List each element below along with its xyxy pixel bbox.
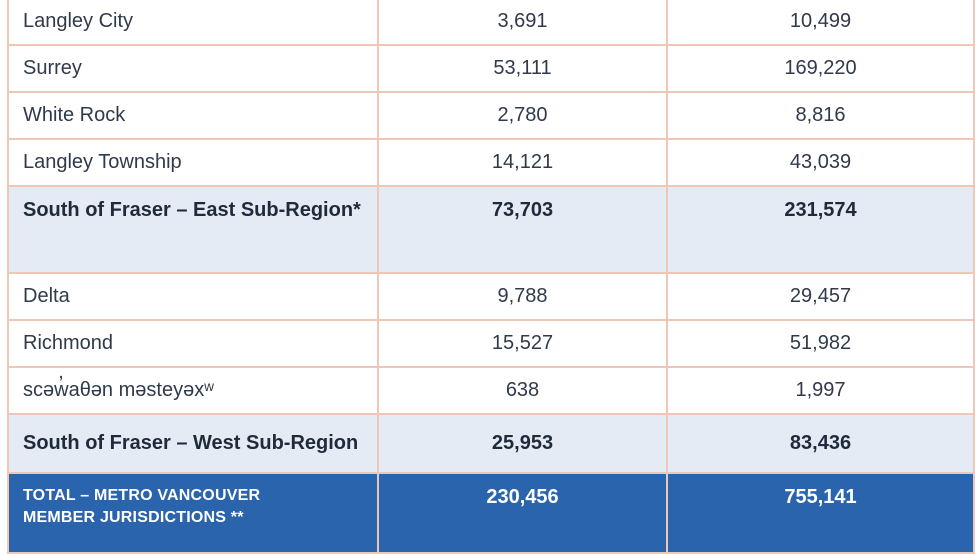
total-label-line2: MEMBER JURISDICTIONS ** (23, 509, 244, 526)
jurisdiction-name: Langley City (7, 0, 379, 46)
total-label-line1: TOTAL – METRO VANCOUVER (23, 487, 261, 504)
value-cell: 51,982 (666, 319, 975, 368)
value-cell: 10,499 (666, 0, 975, 46)
subtotal-row: South of Fraser – East Sub-Region* 73,70… (7, 185, 975, 274)
total-label: TOTAL – METRO VANCOUVER MEMBER JURISDICT… (7, 472, 379, 554)
subtotal-cell: 73,703 (377, 185, 668, 274)
total-cell: 755,141 (666, 472, 975, 554)
value-cell: 3,691 (377, 0, 668, 46)
jurisdiction-name: Delta (7, 272, 379, 321)
subregion-name: South of Fraser – West Sub-Region (7, 413, 379, 474)
value-cell: 43,039 (666, 138, 975, 187)
jurisdiction-name: White Rock (7, 91, 379, 140)
jurisdiction-name: Langley Township (7, 138, 379, 187)
table-row: scəw̓aθən məsteyəxʷ 638 1,997 (7, 366, 975, 415)
value-cell: 53,111 (377, 44, 668, 93)
population-table: Langley City 3,691 10,499 Surrey 53,111 … (7, 0, 975, 554)
subtotal-cell: 83,436 (666, 413, 975, 474)
value-cell: 169,220 (666, 44, 975, 93)
subregion-name: South of Fraser – East Sub-Region* (7, 185, 379, 274)
value-cell: 1,997 (666, 366, 975, 415)
value-cell: 9,788 (377, 272, 668, 321)
subtotal-cell: 231,574 (666, 185, 975, 274)
value-cell: 2,780 (377, 91, 668, 140)
table-row: Surrey 53,111 169,220 (7, 44, 975, 93)
table-row: Langley City 3,691 10,499 (7, 0, 975, 46)
value-cell: 638 (377, 366, 668, 415)
subtotal-row: South of Fraser – West Sub-Region 25,953… (7, 413, 975, 474)
value-cell: 15,527 (377, 319, 668, 368)
table-row: Langley Township 14,121 43,039 (7, 138, 975, 187)
table-row: Richmond 15,527 51,982 (7, 319, 975, 368)
table-row: White Rock 2,780 8,816 (7, 91, 975, 140)
value-cell: 29,457 (666, 272, 975, 321)
value-cell: 14,121 (377, 138, 668, 187)
jurisdiction-name: Richmond (7, 319, 379, 368)
subtotal-cell: 25,953 (377, 413, 668, 474)
table-row: Delta 9,788 29,457 (7, 272, 975, 321)
value-cell: 8,816 (666, 91, 975, 140)
total-cell: 230,456 (377, 472, 668, 554)
total-row: TOTAL – METRO VANCOUVER MEMBER JURISDICT… (7, 472, 975, 554)
jurisdiction-name: Surrey (7, 44, 379, 93)
jurisdiction-name: scəw̓aθən məsteyəxʷ (7, 366, 379, 415)
